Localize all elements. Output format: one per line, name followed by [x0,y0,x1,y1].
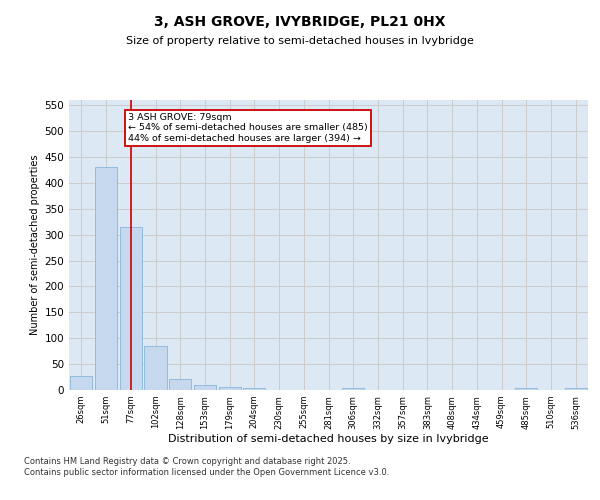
Bar [145,346,167,390]
Bar [218,387,241,390]
Text: 3, ASH GROVE, IVYBRIDGE, PL21 0HX: 3, ASH GROVE, IVYBRIDGE, PL21 0HX [154,16,446,30]
Bar [342,388,364,390]
Y-axis label: Number of semi-detached properties: Number of semi-detached properties [30,155,40,336]
Bar [169,378,191,390]
Text: Contains HM Land Registry data © Crown copyright and database right 2025.
Contai: Contains HM Land Registry data © Crown c… [24,458,389,477]
Bar [119,227,142,390]
Text: 3 ASH GROVE: 79sqm
← 54% of semi-detached houses are smaller (485)
44% of semi-d: 3 ASH GROVE: 79sqm ← 54% of semi-detache… [128,113,368,142]
Bar [95,168,117,390]
Bar [70,376,92,390]
Bar [194,385,216,390]
Bar [565,388,587,390]
Bar [515,388,538,390]
Bar [243,388,265,390]
X-axis label: Distribution of semi-detached houses by size in Ivybridge: Distribution of semi-detached houses by … [168,434,489,444]
Text: Size of property relative to semi-detached houses in Ivybridge: Size of property relative to semi-detach… [126,36,474,46]
